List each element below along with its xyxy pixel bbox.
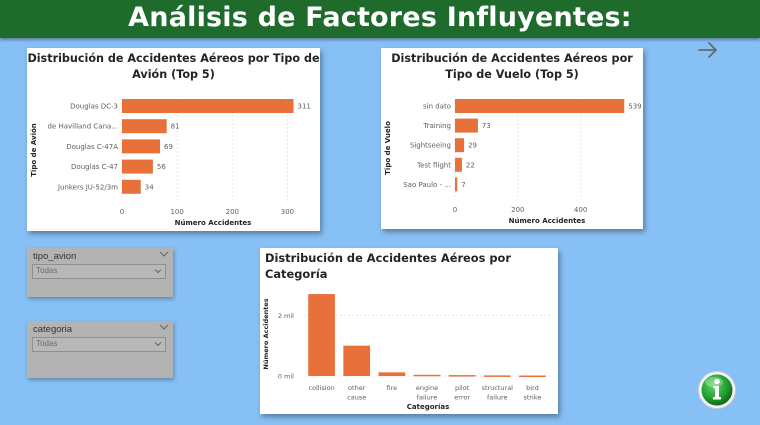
chart-card-categoria[interactable]: Distribución de Accidentes Aéreos por Ca…: [260, 248, 558, 414]
bar: [343, 345, 371, 376]
slicer-dropdown-value: Todas: [36, 339, 58, 348]
data-label: 73: [482, 122, 491, 130]
y-category-label: Sao Paulo - ...: [403, 181, 451, 189]
y-category-label: Junkers JU-52/3m: [57, 183, 118, 191]
bar: [308, 294, 335, 376]
chart-title: Distribución de Accidentes Aéreos por Ti…: [27, 51, 320, 83]
bar: [413, 374, 441, 377]
x-category-label: engine failure: [416, 384, 438, 402]
data-label: 69: [164, 143, 173, 151]
bar: [122, 159, 153, 174]
x-category-label: structural failure: [482, 384, 514, 402]
y-axis-label: Tipo de Vuelo: [384, 121, 392, 175]
x-axis-label: Categorías: [407, 403, 450, 411]
bar: [455, 138, 465, 153]
x-tick-label: 100: [170, 208, 183, 216]
data-label: 29: [468, 142, 477, 150]
data-label: 311: [298, 103, 311, 111]
x-tick-label: 0: [453, 206, 457, 214]
x-tick-label: 400: [574, 206, 587, 214]
slicer-label: categoria: [33, 324, 73, 335]
arrow-right-icon[interactable]: [696, 38, 720, 62]
data-label: 81: [171, 123, 180, 131]
chevron-down-icon: [154, 342, 162, 347]
y-axis-label: Tipo de Avión: [30, 123, 38, 177]
x-category-label: bird strike: [523, 384, 541, 402]
y-category-label: sin dato: [423, 103, 451, 111]
chart-title-line-1: Distribución de Accidentes Aéreos por: [391, 52, 633, 65]
slicer-dropdown-value: Todas: [36, 266, 58, 275]
bar: [519, 375, 546, 378]
x-category-label: pilot error: [454, 384, 470, 402]
chart-tipo-vuelo: 0 200 400 sin dato 539 Training 73 Sightseeing 2…: [384, 95, 642, 225]
chevron-down-icon[interactable]: [159, 323, 169, 331]
slicer-label: tipo_avion: [33, 251, 77, 262]
data-label: 56: [157, 163, 166, 171]
chart-card-tipo-avion[interactable]: Distribución de Accidentes Aéreos por Ti…: [27, 48, 320, 231]
y-category-label: Douglas C-47A: [66, 143, 118, 151]
y-category-label: Douglas DC-3: [70, 103, 118, 111]
bar: [378, 372, 406, 376]
chart-title-line-1: Distribución de Accidentes Aéreos por: [265, 251, 511, 265]
x-category-label: collision: [308, 384, 334, 392]
page-header: Análisis de Factores Influyentes:: [0, 0, 760, 38]
bar: [483, 375, 511, 377]
bar: [122, 179, 141, 194]
chevron-down-icon: [154, 269, 162, 274]
slicer-dropdown-categoria[interactable]: Todas: [32, 337, 166, 352]
slicer-dropdown-tipo-avion[interactable]: Todas: [32, 264, 166, 279]
x-tick-label: 300: [281, 208, 294, 216]
slicer-categoria: categoria Todas: [27, 321, 173, 378]
data-label: 539: [628, 103, 641, 111]
y-category-label: de Havilland Cana...: [48, 123, 118, 131]
chart-title-line-1: Distribución de Accidentes Aéreos por Ti…: [27, 52, 320, 65]
chevron-down-icon[interactable]: [159, 250, 169, 258]
page-title: Análisis de Factores Influyentes:: [128, 2, 632, 33]
chart-title: Distribución de Accidentes Aéreos por Ca…: [265, 250, 555, 282]
x-axis-label: Número Accidentes: [509, 217, 586, 225]
x-tick-label: 200: [226, 208, 239, 216]
x-category-label: fire: [387, 384, 398, 392]
bar: [455, 177, 458, 192]
y-tick-label: 0 mil: [278, 373, 294, 381]
x-tick-label: 0: [120, 208, 124, 216]
x-tick-label: 200: [511, 206, 524, 214]
slicer-tipo-avion: tipo_avion Todas: [27, 248, 173, 297]
chart-tipo-avion: 0 100 200 300 Douglas DC-3 311 de Havilland Ca…: [30, 95, 311, 227]
chart-title: Distribución de Accidentes Aéreos por Ti…: [381, 51, 643, 83]
x-axis-label: Número Accidentes: [175, 219, 252, 227]
data-label: 22: [466, 161, 475, 169]
bar: [455, 118, 478, 133]
bar: [122, 119, 167, 134]
y-category-label: Douglas C-47: [71, 163, 118, 171]
chart-categoria: 0 mil 2 mil collision other cause fire engine f…: [262, 294, 550, 411]
info-icon[interactable]: [697, 370, 737, 410]
y-category-label: Test flight: [416, 161, 451, 169]
bar: [122, 139, 161, 154]
chart-title-line-2: Avión (Top 5): [132, 68, 215, 81]
chart-title-line-2: Tipo de Vuelo (Top 5): [445, 68, 579, 81]
y-tick-label: 2 mil: [278, 312, 294, 320]
chart-card-tipo-vuelo[interactable]: Distribución de Accidentes Aéreos por Ti…: [381, 48, 643, 229]
y-category-label: Training: [422, 122, 451, 130]
y-category-label: Sightseeing: [410, 142, 451, 150]
data-label: 34: [145, 183, 154, 191]
bar: [455, 157, 462, 172]
bar: [122, 99, 294, 113]
y-axis-label: Número Accidentes: [262, 298, 270, 369]
bar: [455, 99, 625, 113]
data-label: 7: [461, 181, 465, 189]
bar: [448, 375, 476, 377]
x-category-label: other cause: [347, 384, 366, 402]
chart-title-line-2: Categoría: [265, 267, 328, 281]
